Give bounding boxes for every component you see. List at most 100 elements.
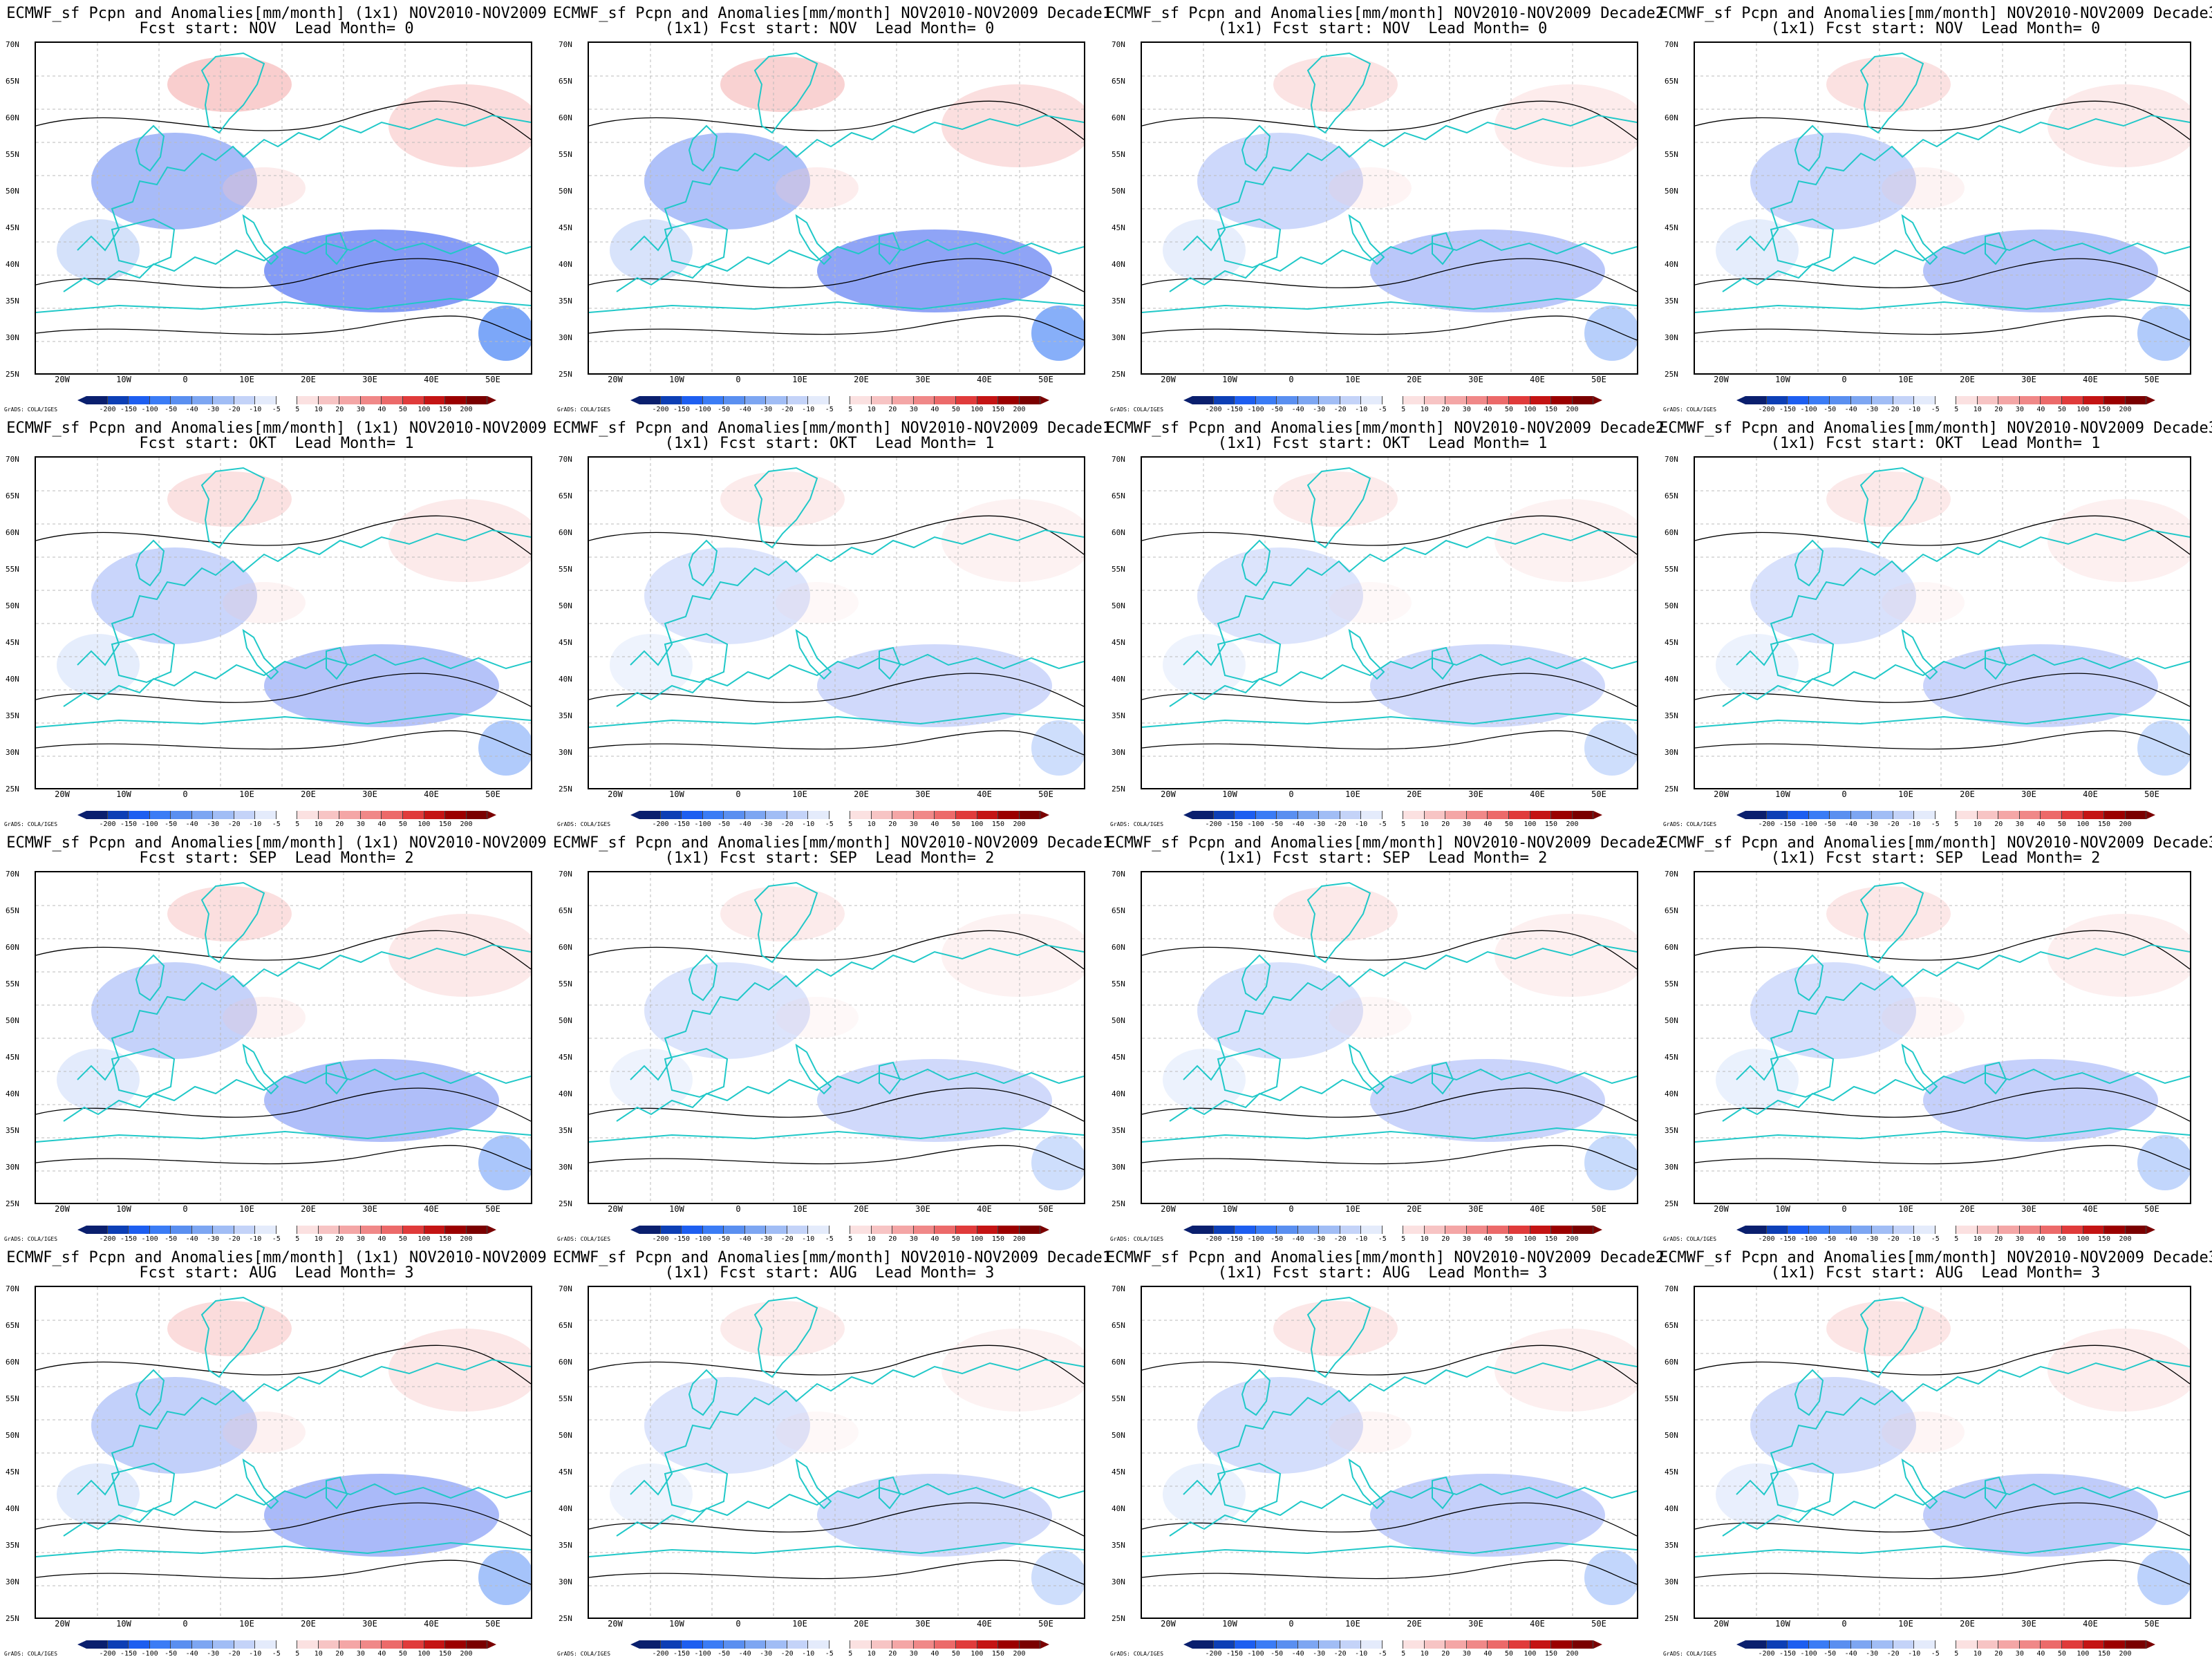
map-panel: ECMWF_sf Pcpn and Anomalies[mm/month] NO… xyxy=(1106,1244,1665,1659)
colorbar-segment xyxy=(1255,1640,1277,1649)
lon-label: 20E xyxy=(301,1619,316,1629)
colorbar-tick-label: -100 xyxy=(694,821,711,828)
colorbar-segment xyxy=(382,1640,403,1649)
colorbar-segment xyxy=(850,396,872,404)
colorbar-tick-label: 40 xyxy=(2036,406,2045,413)
colorbar-tick-label: 100 xyxy=(2077,1235,2090,1243)
lat-label: 60N xyxy=(559,943,572,952)
anomaly-map xyxy=(35,871,532,1204)
colorbar-tick-label: 150 xyxy=(1544,1650,1557,1658)
lat-label: 60N xyxy=(1112,943,1125,952)
colorbar-segment xyxy=(1488,396,1509,404)
lon-label: 20E xyxy=(1960,789,1975,799)
colorbar-tick-label: 20 xyxy=(1994,1235,2003,1243)
colorbar-segment xyxy=(787,396,809,404)
colorbar-segment xyxy=(297,396,319,404)
lat-label: 40N xyxy=(559,260,572,269)
panel-title: ECMWF_sf Pcpn and Anomalies[mm/month] NO… xyxy=(1659,420,2212,437)
lon-label: 0 xyxy=(182,789,188,799)
colorbar-segment xyxy=(402,811,424,819)
colorbar-segment xyxy=(1572,811,1594,819)
colorbar-segment xyxy=(829,1226,851,1234)
colorbar-segment xyxy=(1850,396,1873,404)
anomaly-map xyxy=(588,1286,1085,1619)
lon-label: 10W xyxy=(1222,1204,1237,1214)
colorbar-segment xyxy=(639,1640,661,1649)
colorbar-min-arrow xyxy=(1736,1226,1745,1234)
colorbar-tick-label: 30 xyxy=(356,406,365,413)
colorbar-tick-label: 150 xyxy=(438,821,451,828)
colorbar-ticks: -200 -150 -100 -50 -40 -30 -20 -10 -5 5 10 20 30 40 50… xyxy=(639,406,1040,414)
colorbar-segment xyxy=(445,1226,467,1234)
anomaly-map xyxy=(1694,41,2191,375)
colorbar-tick-label: 10 xyxy=(867,1235,876,1243)
colorbar-min-arrow xyxy=(1183,1226,1192,1234)
colorbar-segment xyxy=(149,396,171,404)
colorbar-segment xyxy=(1808,811,1830,819)
colorbar-tick-label: 40 xyxy=(2036,1235,2045,1243)
lon-label: 10W xyxy=(1775,789,1790,799)
lat-label: 55N xyxy=(559,565,572,574)
colorbar-segment xyxy=(466,1226,488,1234)
colorbar-segment xyxy=(1956,1640,1978,1649)
lat-label: 50N xyxy=(1665,187,1678,196)
lat-label: 70N xyxy=(6,870,19,879)
lat-label: 25N xyxy=(1112,785,1125,794)
colorbar-tick-label: 50 xyxy=(1504,406,1513,413)
colorbar-segment xyxy=(935,396,956,404)
colorbar-tick-label: -30 xyxy=(1313,406,1326,413)
panel-title: ECMWF_sf Pcpn and Anomalies[mm/month] NO… xyxy=(553,420,1112,437)
colorbar-segment xyxy=(318,396,340,404)
lat-label: 45N xyxy=(559,1468,572,1477)
lat-label: 60N xyxy=(1112,528,1125,537)
colorbar-tick-label: -150 xyxy=(120,1235,138,1243)
panel-subtitle: (1x1) Fcst start: AUG Lead Month= 3 xyxy=(664,1264,995,1282)
lon-label: 20E xyxy=(1407,1619,1422,1629)
lon-label: 20W xyxy=(608,375,623,384)
colorbar-segment xyxy=(213,811,234,819)
colorbar-tick-label: -20 xyxy=(1333,821,1347,828)
grads-credit: GrADS: COLA/IGES xyxy=(1663,406,1717,413)
lon-label: 50E xyxy=(2144,789,2159,799)
colorbar-tick-label: 30 xyxy=(356,1235,365,1243)
colorbar-segment xyxy=(107,1640,129,1649)
lon-label: 10E xyxy=(792,789,807,799)
colorbar-tick-label: 150 xyxy=(2097,1235,2110,1243)
lon-label: 10E xyxy=(1345,1619,1360,1629)
colorbar-tick-label: 30 xyxy=(2015,406,2024,413)
colorbar-tick-label: 10 xyxy=(1420,821,1429,828)
lat-label: 50N xyxy=(559,187,572,196)
colorbar-max-arrow xyxy=(487,1226,496,1234)
lat-label: 45N xyxy=(1665,1468,1678,1477)
colorbar-segment xyxy=(1192,1226,1214,1234)
colorbar-tick-label: 10 xyxy=(1973,406,1982,413)
colorbar-segment xyxy=(998,1226,1020,1234)
colorbar-segment xyxy=(2083,1226,2105,1234)
lat-label: 40N xyxy=(6,1504,19,1513)
colorbar-segment xyxy=(1788,811,1809,819)
lat-label: 45N xyxy=(559,223,572,232)
lon-label: 30E xyxy=(362,375,377,384)
colorbar-segment xyxy=(1766,811,1788,819)
colorbar-segment xyxy=(129,396,150,404)
colorbar-segment xyxy=(1403,1226,1425,1234)
colorbar-segment xyxy=(466,811,488,819)
anomaly-map xyxy=(588,871,1085,1204)
colorbar-segment xyxy=(234,811,256,819)
map-panel: ECMWF_sf Pcpn and Anomalies[mm/month] NO… xyxy=(1659,0,2212,415)
colorbar-segment xyxy=(935,1640,956,1649)
lon-label: 20W xyxy=(1714,1619,1729,1629)
colorbar-segment xyxy=(1382,1226,1404,1234)
colorbar-segment xyxy=(1508,1640,1530,1649)
colorbar-min-arrow xyxy=(630,811,639,819)
lat-label: 55N xyxy=(6,980,19,988)
lat-label: 70N xyxy=(1665,1284,1678,1293)
colorbar-segment xyxy=(171,1226,192,1234)
colorbar-tick-label: 50 xyxy=(2057,1235,2066,1243)
lat-label: 25N xyxy=(559,785,572,794)
colorbar-tick-label: -20 xyxy=(227,1650,241,1658)
colorbar-min-arrow xyxy=(1736,811,1745,819)
colorbar-max-arrow xyxy=(1593,1640,1602,1649)
colorbar-tick-label: -100 xyxy=(1247,1235,1264,1243)
colorbar-segment xyxy=(1424,811,1446,819)
